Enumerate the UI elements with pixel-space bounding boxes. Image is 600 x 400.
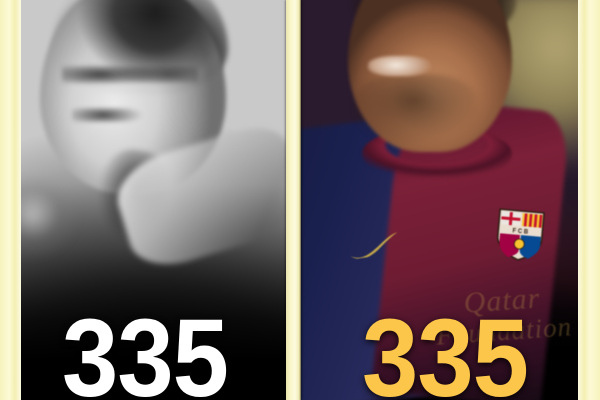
comparison-panel-right[interactable]: F C B Qatar Foundation 335 [290,0,600,400]
goal-count-right: 335 [361,297,529,400]
goal-count-left: 335 [61,297,229,400]
modern-portrait-beard [354,74,478,148]
vintage-portrait-background-crowd [0,178,90,270]
fc-barcelona-crest-icon: F C B [497,208,545,261]
vintage-portrait-eyes [62,66,198,83]
modern-footballer-portrait: F C B Qatar Foundation [290,0,600,400]
comparison-panel-left[interactable]: 335 [0,0,290,400]
vintage-portrait-mouth [72,108,146,122]
modern-portrait-mouth [368,56,432,76]
svg-text:F C B: F C B [512,228,529,235]
nike-swoosh-icon [350,232,398,259]
